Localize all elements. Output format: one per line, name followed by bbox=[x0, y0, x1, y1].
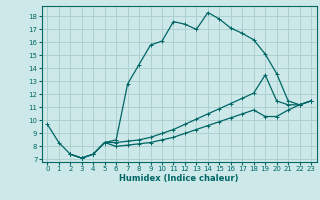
X-axis label: Humidex (Indice chaleur): Humidex (Indice chaleur) bbox=[119, 174, 239, 183]
